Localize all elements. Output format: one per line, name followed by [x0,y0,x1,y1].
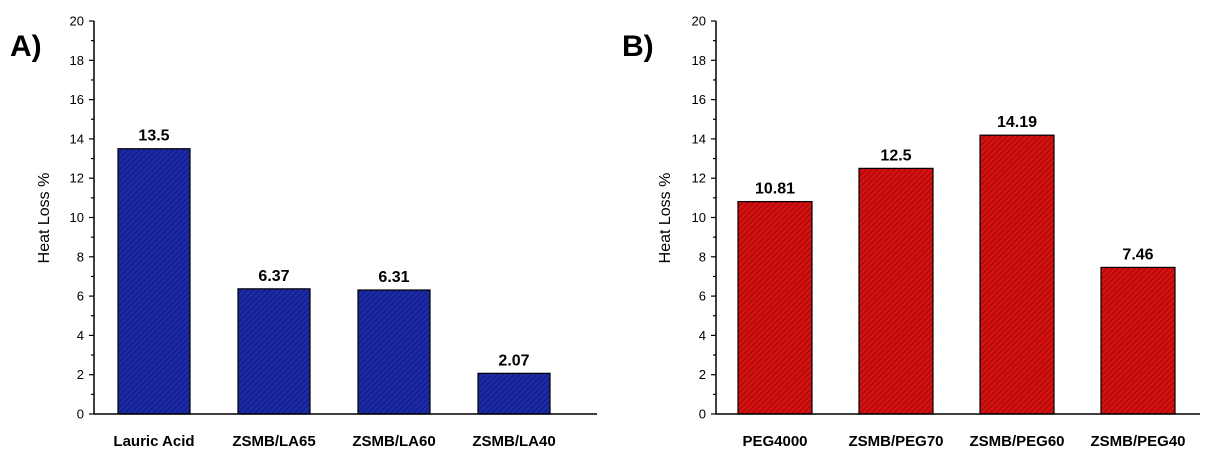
bar-value-label: 6.31 [378,269,409,286]
y-tick-label: 18 [692,53,706,68]
y-tick-label: 16 [70,92,84,107]
bar [979,134,1055,415]
chart-panel-a: A) Heat Loss % 0 2 4 6 8 10 12 14 16 18 20 13.5 Lau… [10,14,597,450]
bars-b [737,134,1176,415]
chart-panel-b: B) Heat Loss % 0 2 4 6 8 10 12 14 16 18 20 10.81 PE… [622,14,1200,450]
y-tick-label: 0 [77,407,84,422]
bars-a [117,148,551,415]
y-tick-label: 0 [699,407,706,422]
y-tick-label: 2 [699,367,706,382]
bar-value-label: 12.5 [880,147,911,164]
panel-label-a: A) [10,30,42,63]
y-axis-title-a: Heat Loss % [36,173,53,264]
category-label: ZSMB/LA40 [472,433,555,450]
bar [237,288,311,415]
y-tick-label: 20 [70,14,84,29]
bar [117,148,191,415]
y-tick-label: 4 [699,328,706,343]
category-label: PEG4000 [742,433,807,450]
category-label: Lauric Acid [113,433,194,450]
category-label: ZSMB/LA65 [232,433,315,450]
bar-value-label: 7.46 [1122,246,1153,263]
y-axis-title-b: Heat Loss % [657,173,674,264]
y-tick-label: 6 [699,289,706,304]
bar [477,372,551,415]
y-tick-label: 12 [70,171,84,186]
y-tick-label: 2 [77,367,84,382]
y-tick-label: 10 [692,210,706,225]
y-tick-label: 16 [692,92,706,107]
y-tick-label: 8 [77,249,84,264]
panel-label-b: B) [622,30,654,63]
category-label: ZSMB/PEG60 [969,433,1064,450]
y-tick-label: 18 [70,53,84,68]
category-label: ZSMB/LA60 [352,433,435,450]
bar [357,289,431,415]
y-tick-label: 14 [692,131,706,146]
y-tick-label: 10 [70,210,84,225]
category-label: ZSMB/PEG40 [1090,433,1185,450]
bar [737,200,813,415]
y-tick-label: 4 [77,328,84,343]
y-tick-label: 20 [692,14,706,29]
labels-a: 13.5 Lauric Acid 6.37 ZSMB/LA65 6.31 ZSMB/LA6… [113,128,555,450]
bar-value-label: 2.07 [498,352,529,369]
y-ticks-a: 0 2 4 6 8 10 12 14 16 18 20 [70,14,94,422]
y-tick-label: 12 [692,171,706,186]
labels-b: 10.81 PEG4000 12.5 ZSMB/PEG70 14.19 ZSMB/PEG6… [742,114,1185,450]
bar-value-label: 14.19 [997,114,1037,131]
y-tick-label: 8 [699,249,706,264]
y-tick-label: 14 [70,131,84,146]
y-tick-label: 6 [77,289,84,304]
bar-value-label: 10.81 [755,181,795,198]
category-label: ZSMB/PEG70 [848,433,943,450]
bar-value-label: 6.37 [258,268,289,285]
bar-value-label: 13.5 [138,128,169,145]
bar [858,167,934,415]
bar [1100,266,1176,415]
y-ticks-b: 0 2 4 6 8 10 12 14 16 18 20 [692,14,716,422]
